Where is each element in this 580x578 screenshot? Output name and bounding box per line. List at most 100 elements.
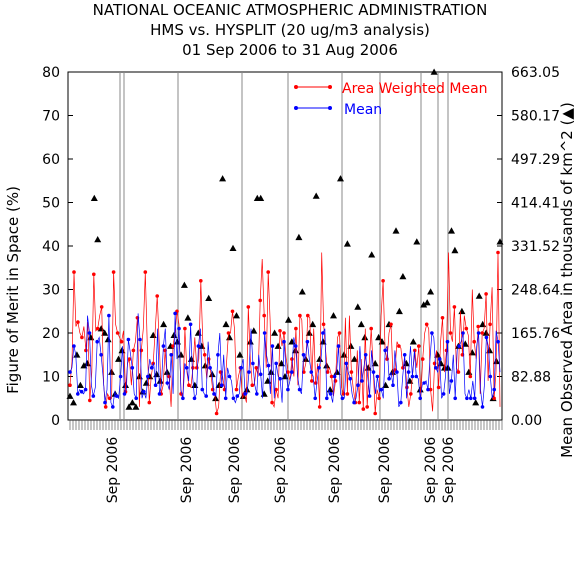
- chart-title-line-3: 01 Sep 2006 to 31 Aug 2006: [182, 41, 398, 59]
- area-weighted-mean-point-98: [262, 313, 267, 318]
- mean-point-166: [391, 383, 395, 388]
- right-y-tick-label-1: 82.88: [511, 370, 551, 386]
- mean-point-124: [309, 370, 314, 374]
- mean-point-142: [344, 361, 349, 366]
- observed-area-point-44: [219, 175, 227, 182]
- mean-point-94: [251, 361, 255, 366]
- legend-marker-area-weighted-mean-end: [328, 85, 332, 89]
- legend: Area Weighted Mean Mean: [294, 81, 488, 118]
- mean-point-40: [146, 374, 150, 379]
- mean-point-132: [325, 396, 329, 401]
- observed-area-point-94: [392, 227, 400, 234]
- observed-area-point-1: [70, 399, 77, 406]
- mean-point-64: [192, 396, 197, 401]
- observed-area-point-83: [354, 303, 362, 310]
- x-tick-label-6: Sep 2006: [423, 437, 439, 504]
- mean-point-28: [122, 392, 127, 396]
- mean-point-56: [177, 326, 181, 331]
- mean-point-100: [262, 331, 267, 335]
- observed-area-point-105: [430, 68, 438, 75]
- legend-marker-mean-end: [328, 106, 332, 110]
- mean-point-182: [422, 381, 426, 385]
- mean-point-26: [118, 374, 123, 379]
- area-weighted-mean-point-142: [349, 370, 354, 374]
- x-tick-label-5: Sep 2006: [377, 437, 393, 504]
- observed-area-point-5: [83, 359, 91, 367]
- observed-area-point-103: [423, 299, 431, 306]
- area-weighted-mean-point-24: [115, 331, 120, 335]
- observed-area-point-111: [451, 246, 459, 254]
- x-tick-label-3: Sep 2006: [273, 437, 289, 504]
- mean-point-68: [200, 387, 205, 392]
- area-weighted-mean-point-130: [325, 370, 330, 374]
- mean-point-140: [340, 396, 345, 401]
- observed-area-point-46: [226, 333, 233, 341]
- mean-point-194: [445, 339, 450, 344]
- observed-area-point-17: [125, 403, 133, 410]
- left-y-tick-label-8: 80: [42, 65, 60, 81]
- mean-point-144: [348, 376, 353, 381]
- area-weighted-mean-point-212: [488, 322, 492, 327]
- observed-area-point-91: [382, 381, 390, 388]
- mean-point-32: [130, 366, 135, 370]
- mean-point-0: [68, 370, 72, 374]
- observed-area-point-72: [316, 355, 324, 362]
- area-weighted-mean-point-156: [377, 396, 381, 401]
- observed-area-point-0: [66, 392, 74, 399]
- area-weighted-mean-series: [68, 250, 501, 416]
- right-y-tick-label-0: 0.00: [511, 413, 542, 429]
- area-weighted-mean-point-168: [401, 366, 405, 370]
- mean-point-98: [258, 372, 263, 377]
- area-weighted-mean-point-96: [258, 298, 263, 303]
- mean-point-16: [99, 353, 103, 357]
- area-weighted-mean-point-106: [278, 329, 282, 333]
- mean-point-192: [441, 392, 446, 396]
- observed-area-point-82: [350, 355, 358, 362]
- area-weighted-mean-point-90: [246, 305, 251, 309]
- area-weighted-mean-point-4: [76, 320, 80, 324]
- area-weighted-mean-point-176: [417, 344, 421, 348]
- area-weighted-mean-point-92: [250, 383, 255, 388]
- area-weighted-mean-point-170: [405, 385, 409, 390]
- mean-point-24: [114, 394, 119, 398]
- mean-point-164: [387, 376, 391, 381]
- observed-area-point-84: [357, 320, 365, 328]
- left-y-tick-label-7: 70: [42, 109, 60, 125]
- x-tick-label-1: Sep 2006: [179, 437, 195, 504]
- mean-point-34: [134, 396, 138, 401]
- observed-area-point-10: [101, 329, 109, 336]
- mean-point-60: [184, 366, 189, 370]
- area-weighted-mean-point-146: [357, 400, 362, 405]
- observed-area-point-99: [409, 338, 417, 345]
- observed-area-point-27: [160, 320, 168, 328]
- mean-point-102: [266, 363, 271, 368]
- mean-point-116: [293, 344, 298, 348]
- observed-area-point-9: [97, 325, 105, 332]
- area-weighted-mean-point-166: [397, 344, 401, 348]
- mean-point-200: [457, 344, 461, 348]
- mean-point-158: [375, 374, 380, 379]
- observed-area-point-32: [177, 351, 185, 358]
- observed-area-point-33: [180, 281, 188, 288]
- observed-area-point-70: [309, 320, 317, 328]
- area-weighted-mean-point-112: [290, 357, 294, 361]
- observed-area-point-81: [347, 342, 355, 349]
- area-weighted-mean-point-196: [456, 370, 461, 374]
- mean-point-66: [196, 344, 201, 348]
- mean-point-54: [173, 311, 177, 316]
- observed-area-point-69: [305, 329, 313, 336]
- vertical-gridlines: [119, 72, 449, 420]
- area-weighted-mean-point-44: [155, 294, 159, 298]
- observed-area-point-4: [80, 362, 88, 369]
- mean-point-210: [476, 331, 481, 335]
- mean-point-106: [274, 361, 279, 366]
- observed-area-point-100: [413, 238, 421, 245]
- mean-point-4: [76, 392, 80, 396]
- mean-point-90: [243, 392, 247, 396]
- mean-series: [68, 311, 501, 409]
- right-y-tick-label-6: 497.29: [511, 152, 560, 168]
- mean-point-44: [153, 383, 158, 388]
- area-weighted-mean-point-216: [496, 250, 500, 255]
- observed-area-point-31: [174, 338, 181, 345]
- right-y-ticks: 0.00 82.88 165.76 248.64 331.52 414.41 497.29 5…: [497, 65, 560, 429]
